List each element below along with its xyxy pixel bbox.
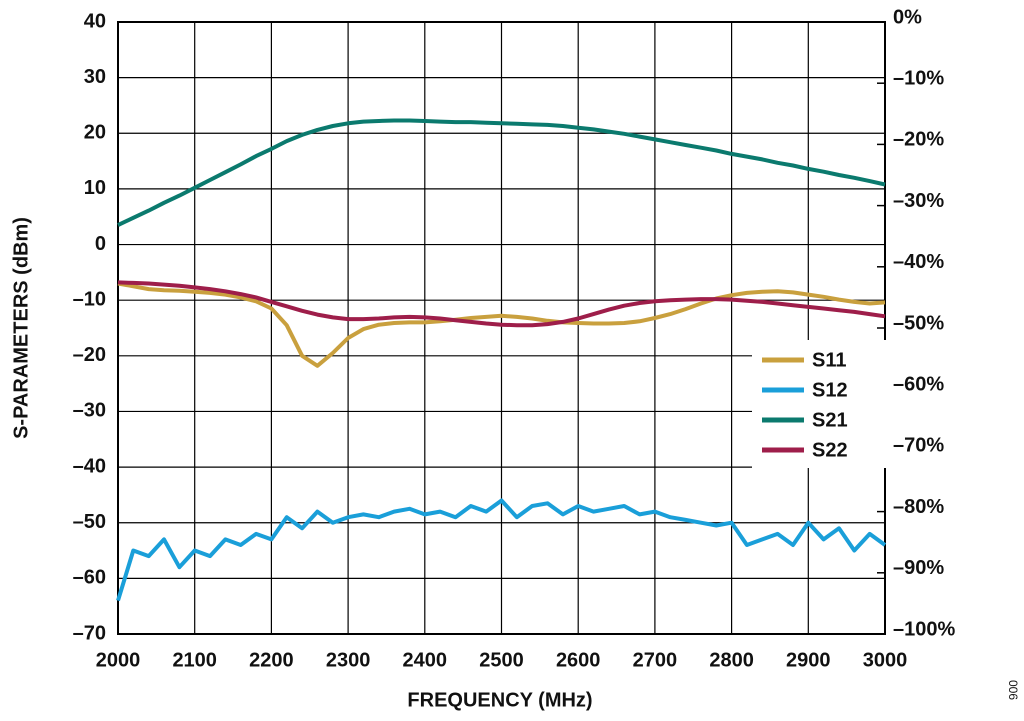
- figure-id: 006: [1006, 680, 1020, 700]
- x-tick-label: 3000: [863, 649, 908, 671]
- x-tick-label: 2300: [326, 649, 371, 671]
- legend-label: S12: [812, 379, 848, 401]
- series-line: [116, 498, 887, 602]
- y-tick-label: 20: [84, 122, 106, 144]
- x-tick-label: 2700: [633, 649, 678, 671]
- y-tick-label: –50: [73, 511, 106, 533]
- series-line: [117, 281, 886, 368]
- y2-tick-label: –80%: [893, 496, 944, 518]
- y2-tick-label: 0%: [893, 6, 922, 28]
- y2-tick-label: –40%: [893, 251, 944, 273]
- y2-tick-label: –100%: [893, 618, 955, 640]
- y-tick-label: 10: [84, 177, 106, 199]
- y2-tick-label: –10%: [893, 67, 944, 89]
- y-tick-label: –60: [73, 567, 106, 589]
- y-axis-label: S-PARAMETERS (dBm): [10, 217, 32, 439]
- x-tick-label: 2800: [709, 649, 754, 671]
- series-line: [117, 118, 886, 227]
- x-tick-label: 2100: [172, 649, 217, 671]
- legend-label: S11: [812, 349, 846, 371]
- legend-label: S22: [812, 439, 848, 461]
- series-line: [117, 280, 886, 328]
- x-tick-label: 2200: [249, 649, 294, 671]
- y2-tick-label: –20%: [893, 129, 944, 151]
- y-tick-label: –20: [73, 344, 106, 366]
- y-tick-label: –30: [73, 400, 106, 422]
- x-tick-label: 2600: [556, 649, 601, 671]
- y2-tick-label: –70%: [893, 435, 944, 457]
- y-tick-label: 40: [84, 10, 106, 32]
- x-tick-label: 2000: [96, 649, 141, 671]
- x-tick-label: 2400: [403, 649, 448, 671]
- x-tick-label: 2500: [479, 649, 524, 671]
- y2-tick-label: –90%: [893, 557, 944, 579]
- y2-tick-label: –30%: [893, 190, 944, 212]
- y2-tick-label: –60%: [893, 373, 944, 395]
- y2-tick-label: –50%: [893, 312, 944, 334]
- y-tick-label: –10: [73, 288, 106, 310]
- y-tick-label: –40: [73, 455, 106, 477]
- y-tick-label: 30: [84, 66, 106, 88]
- legend-label: S21: [812, 409, 848, 431]
- x-tick-label: 2900: [786, 649, 831, 671]
- plot-frame: [117, 21, 886, 635]
- y-tick-label: –70: [73, 622, 106, 644]
- y-tick-label: 0: [95, 233, 106, 255]
- x-axis-label: FREQUENCY (MHz): [407, 689, 592, 711]
